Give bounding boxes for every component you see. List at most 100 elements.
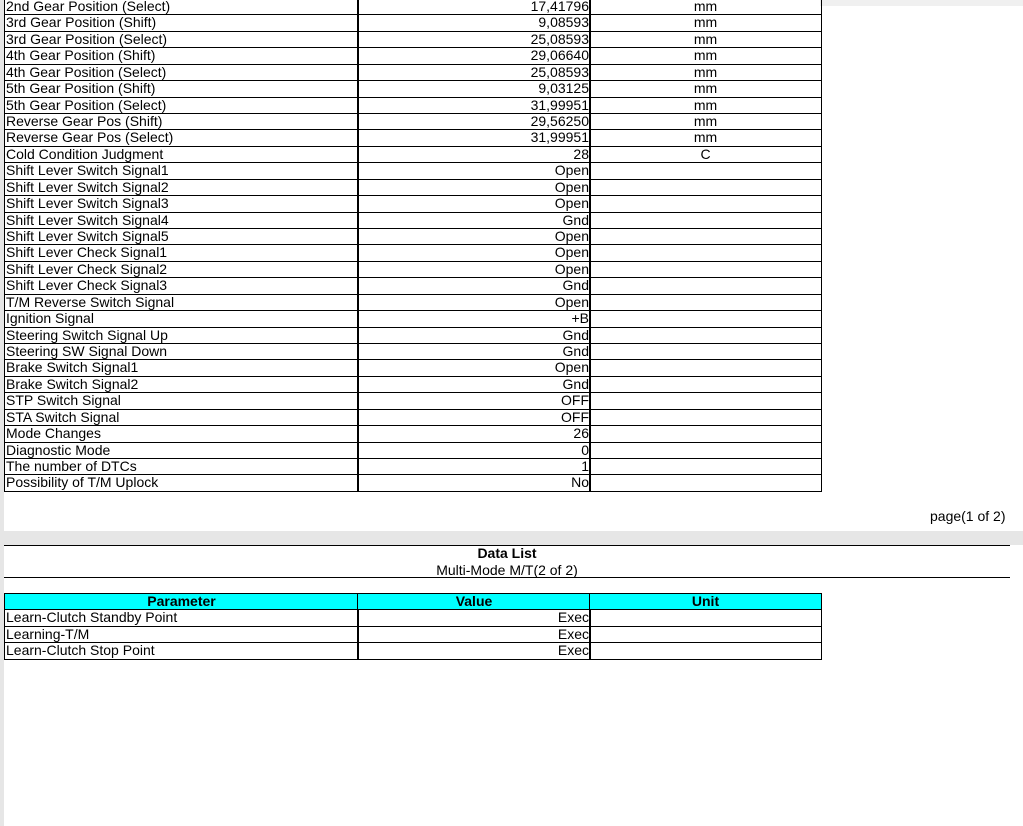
table-cell: Possibility of T/M Uplock	[4, 474, 359, 492]
table-cell: Open	[357, 228, 591, 246]
table-cell: The number of DTCs	[4, 458, 359, 476]
table-cell: STP Switch Signal	[4, 392, 359, 410]
table-cell: OFF	[357, 392, 591, 410]
table-cell: Diagnostic Mode	[4, 441, 359, 459]
table-cell: C	[589, 145, 822, 164]
table-cell: Shift Lever Switch Signal2	[4, 178, 359, 197]
table-cell: Exec	[357, 642, 591, 660]
table-cell	[589, 293, 822, 312]
table-cell	[589, 162, 822, 180]
table-cell: Gnd	[357, 326, 591, 344]
table-cell: Open	[357, 162, 591, 180]
table-cell: 17,41796	[357, 0, 591, 16]
table-cell	[589, 625, 822, 644]
table-cell: +B	[357, 310, 591, 328]
table-cell: Shift Lever Check Signal2	[4, 260, 359, 279]
table-cell: Parameter	[4, 593, 359, 611]
table-cell: Shift Lever Switch Signal4	[4, 211, 359, 229]
table-cell	[589, 277, 822, 295]
table-cell: Mode Changes	[4, 425, 359, 443]
table-cell: 3rd Gear Position (Shift)	[4, 14, 359, 32]
table-cell	[589, 228, 822, 246]
table-cell: Open	[357, 260, 591, 279]
table-cell: 25,08593	[357, 30, 591, 49]
table-cell: Cold Condition Judgment	[4, 145, 359, 164]
title: Data List	[477, 545, 537, 561]
table-cell: T/M Reverse Switch Signal	[4, 293, 359, 312]
table-cell	[589, 195, 822, 213]
table-cell: Ignition Signal	[4, 310, 359, 328]
table-cell: mm	[589, 80, 822, 98]
table-cell: mm	[589, 96, 822, 114]
table-cell: STA Switch Signal	[4, 408, 359, 427]
table-cell: 4th Gear Position (Select)	[4, 63, 359, 82]
table-cell	[589, 178, 822, 197]
table-cell	[589, 458, 822, 476]
table-cell: Learning-T/M	[4, 625, 359, 644]
table-cell: 31,99951	[357, 129, 591, 147]
table-cell: Value	[357, 593, 591, 611]
table-cell	[589, 408, 822, 427]
table-cell: 1	[357, 458, 591, 476]
table-cell: Gnd	[357, 211, 591, 229]
table-cell	[589, 359, 822, 377]
table-cell	[589, 609, 822, 627]
table-cell: OFF	[357, 408, 591, 427]
page-label: page(1 of 2)	[930, 508, 1006, 524]
table-cell: 25,08593	[357, 63, 591, 82]
table-cell: mm	[589, 14, 822, 32]
table-cell: 28	[357, 145, 591, 164]
table-cell	[589, 260, 822, 279]
table-cell: 29,56250	[357, 113, 591, 131]
table-cell: Gnd	[357, 343, 591, 361]
table-cell: Reverse Gear Pos (Shift)	[4, 113, 359, 131]
table-cell	[589, 310, 822, 328]
table-cell	[589, 375, 822, 394]
table-cell: mm	[589, 30, 822, 49]
table-cell: Open	[357, 178, 591, 197]
table-cell: 26	[357, 425, 591, 443]
table-cell: Reverse Gear Pos (Select)	[4, 129, 359, 147]
table-cell: Open	[357, 195, 591, 213]
table-cell: 29,06640	[357, 47, 591, 65]
table-cell: 9,03125	[357, 80, 591, 98]
table-cell	[589, 211, 822, 229]
table-cell: Shift Lever Switch Signal5	[4, 228, 359, 246]
table-cell: Shift Lever Check Signal1	[4, 244, 359, 262]
table-cell	[589, 244, 822, 262]
top-edge	[820, 0, 1023, 6]
rule	[4, 577, 1010, 578]
table-cell: Exec	[357, 609, 591, 627]
table-cell: Gnd	[357, 277, 591, 295]
table-cell: 5th Gear Position (Shift)	[4, 80, 359, 98]
table-cell	[589, 441, 822, 459]
table-cell: Learn-Clutch Stop Point	[4, 642, 359, 660]
table-cell: mm	[589, 47, 822, 65]
table-cell	[589, 343, 822, 361]
table-cell: Shift Lever Check Signal3	[4, 277, 359, 295]
page-gap	[0, 531, 1023, 545]
table-cell: 0	[357, 441, 591, 459]
left-margin	[0, 0, 4, 826]
table-cell: mm	[589, 113, 822, 131]
table-cell: Open	[357, 293, 591, 312]
table-cell: mm	[589, 0, 822, 16]
table-cell	[589, 326, 822, 344]
table-cell: Shift Lever Switch Signal3	[4, 195, 359, 213]
rule	[4, 545, 1010, 546]
table-cell: Gnd	[357, 375, 591, 394]
table-cell: 3rd Gear Position (Select)	[4, 30, 359, 49]
table-cell: mm	[589, 63, 822, 82]
table-cell: 31,99951	[357, 96, 591, 114]
table-cell: Exec	[357, 625, 591, 644]
table-cell	[589, 392, 822, 410]
table-cell	[589, 642, 822, 660]
table-cell: Steering Switch Signal Up	[4, 326, 359, 344]
table-cell	[589, 474, 822, 492]
table-cell: Open	[357, 359, 591, 377]
table-cell: 5th Gear Position (Select)	[4, 96, 359, 114]
table-cell: Learn-Clutch Standby Point	[4, 609, 359, 627]
subtitle: Multi-Mode M/T(2 of 2)	[436, 562, 578, 578]
table-cell: 9,08593	[357, 14, 591, 32]
